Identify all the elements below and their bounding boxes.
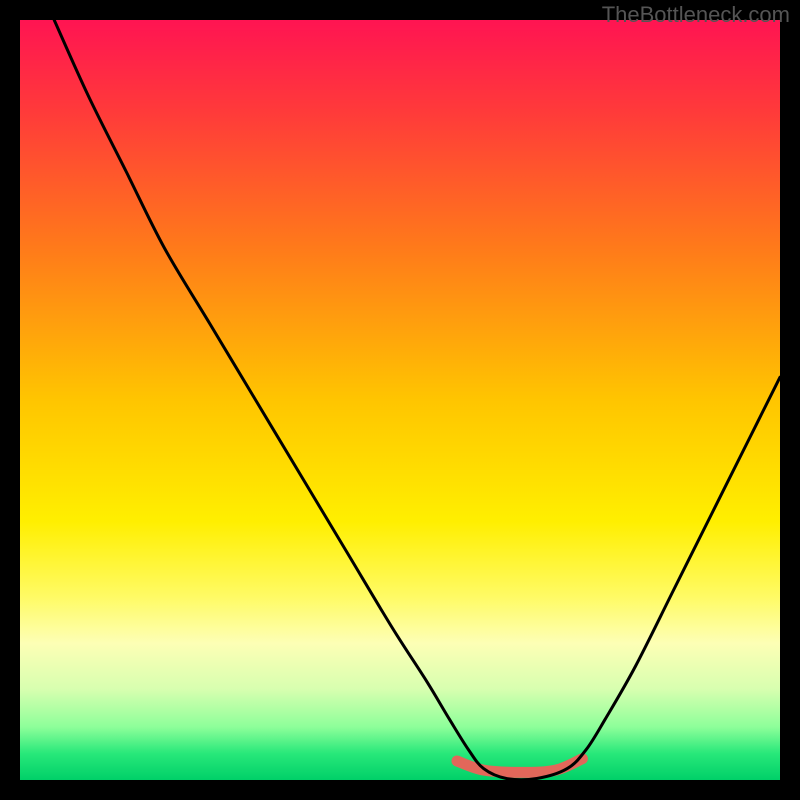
- gradient-plot: [20, 20, 780, 780]
- plot-area: [20, 20, 780, 780]
- gradient-background: [20, 20, 780, 780]
- chart-frame: TheBottleneck.com: [0, 0, 800, 800]
- watermark-text: TheBottleneck.com: [602, 2, 790, 28]
